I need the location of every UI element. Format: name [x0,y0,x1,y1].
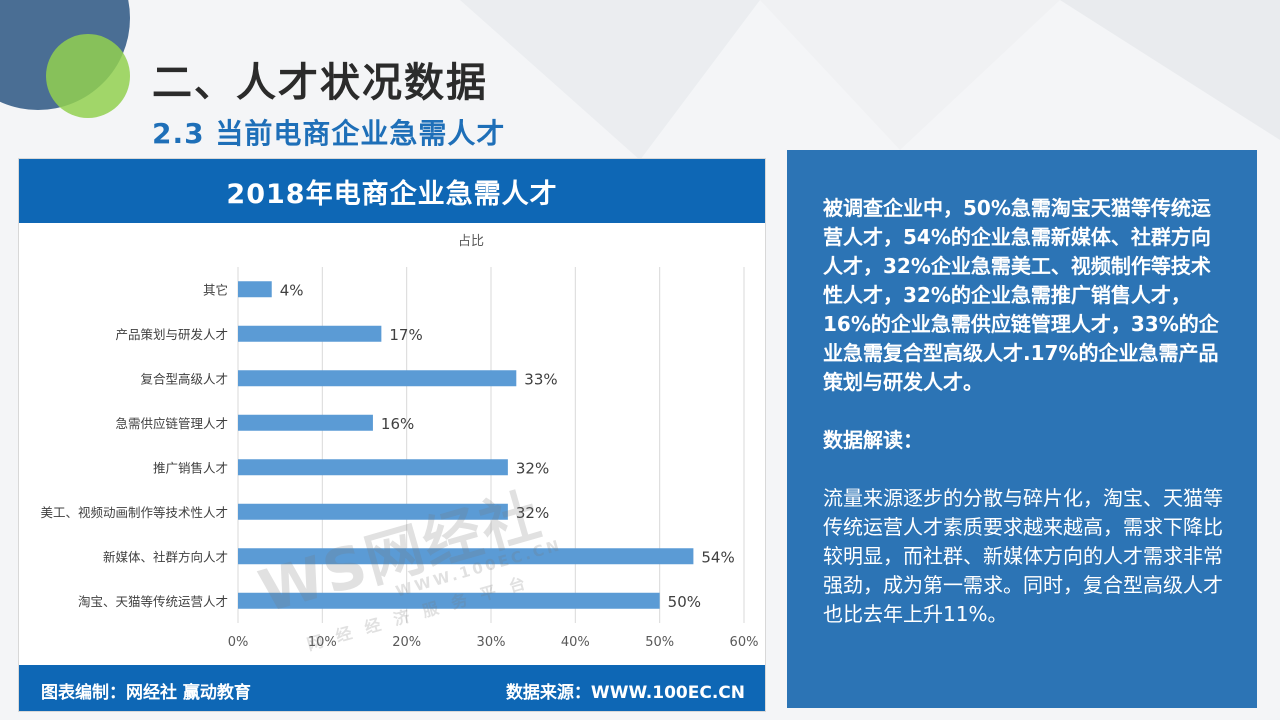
data-label: 32% [516,504,549,522]
category-label: 美工、视频动画制作等技术性人才 [40,505,228,520]
x-tick-label: 50% [645,635,674,650]
info-panel: 被调查企业中，50%急需淘宝天猫等传统运营人才，54%的企业急需新媒体、社群方向… [787,150,1257,708]
slide-title: 二、人才状况数据 [152,60,488,106]
data-label: 16% [381,415,414,433]
bar [238,414,373,431]
slide-subtitle: 2.3 当前电商企业急需人才 [152,117,506,150]
x-tick-label: 30% [477,635,506,650]
category-label: 急需供应链管理人才 [115,416,228,431]
bar [238,281,272,298]
bar-chart: 占比 0% 10% 20% 30% 40% 50% 60% 其它 4% 产品策划与研发人才 17% 复合… [40,234,759,650]
bar [238,548,694,565]
footer-credit: 图表编制：网经社 赢动教育 [41,683,251,703]
green-circle-decoration [46,34,130,118]
data-label: 32% [516,459,549,477]
interpretation-text: 流量来源逐步的分散与碎片化，淘宝、天猫等传统运营人才素质要求越来越高，需求下降比… [823,486,1223,626]
category-label: 复合型高级人才 [140,371,228,386]
chart-header: 2018年电商企业急需人才 [19,159,765,223]
x-tick-label: 60% [730,635,759,650]
bar [238,325,382,342]
category-label: 产品策划与研发人才 [115,327,228,342]
data-label: 50% [668,593,701,611]
category-label: 新媒体、社群方向人才 [103,549,228,564]
category-label: 其它 [203,282,228,297]
category-label: 淘宝、天猫等传统运营人才 [78,594,228,609]
data-label: 4% [280,281,304,299]
footer-source: 数据来源：WWW.100EC.CN [505,683,745,703]
chart-footer: 图表编制：网经社 赢动教育 数据来源：WWW.100EC.CN [19,665,765,711]
x-tick-label: 20% [392,635,421,650]
survey-summary: 被调查企业中，50%急需淘宝天猫等传统运营人才，54%的企业急需新媒体、社群方向… [823,196,1219,394]
bar [238,459,508,476]
interpretation-heading: 数据解读： [823,428,923,452]
chart-title: 占比 [458,234,484,249]
x-tick-label: 40% [561,635,590,650]
bar [238,503,508,520]
data-label: 33% [524,370,557,388]
data-label: 54% [701,548,734,566]
info-text: 被调查企业中，50%急需淘宝天猫等传统运营人才，54%的企业急需新媒体、社群方向… [823,194,1223,629]
x-tick-label: 0% [228,635,249,650]
bar [238,370,517,387]
data-label: 17% [389,326,422,344]
chart-panel: 2018年电商企业急需人才 占比 0% 10% 20% 30% 40% 50% 60% 其它 4%… [18,158,766,712]
category-label: 推广销售人才 [153,460,228,475]
x-tick-label: 10% [308,635,337,650]
bar [238,592,660,609]
